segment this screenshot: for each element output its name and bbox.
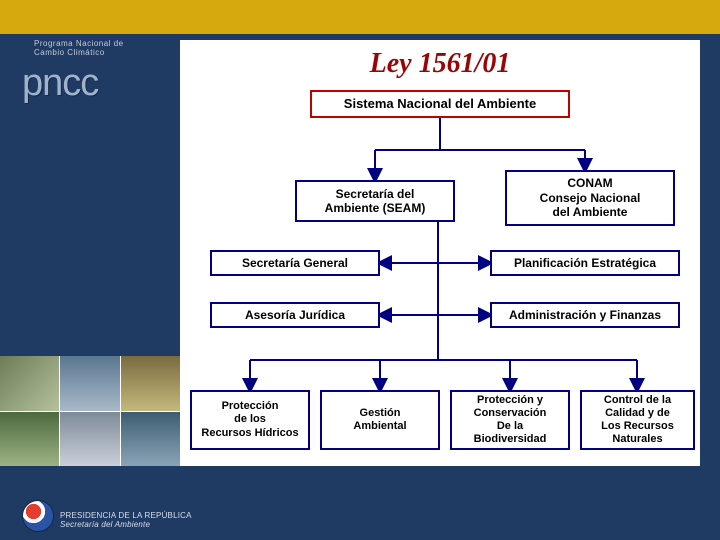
photo-strip [0, 356, 180, 466]
node-admin-fin: Administración y Finanzas [490, 302, 680, 328]
node-seam-label: Secretaría del Ambiente (SEAM) [325, 187, 426, 216]
node-bottom-2: Protección y Conservación De la Biodiver… [450, 390, 570, 450]
pncc-logo-text: pncc [22, 62, 98, 105]
footer-text: PRESIDENCIA DE LA REPÚBLICA Secretaría d… [60, 511, 192, 530]
gold-band [0, 0, 720, 34]
thumb [60, 356, 119, 411]
program-line1: Programa Nacional de [34, 39, 124, 48]
node-bottom-0-label: Protección de los Recursos Hídricos [201, 400, 298, 440]
footer-line1: PRESIDENCIA DE LA REPÚBLICA [60, 511, 192, 520]
node-seam: Secretaría del Ambiente (SEAM) [295, 180, 455, 222]
node-conam-label: CONAM Consejo Nacional del Ambiente [540, 176, 641, 219]
node-conam: CONAM Consejo Nacional del Ambiente [505, 170, 675, 226]
node-bottom-3-label: Control de la Calidad y de Los Recursos … [601, 394, 674, 447]
thumb [121, 412, 180, 467]
node-admin-fin-label: Administración y Finanzas [509, 308, 661, 322]
thumb [121, 356, 180, 411]
diagram-title: Ley 1561/01 [370, 48, 511, 80]
node-root-label: Sistema Nacional del Ambiente [344, 96, 536, 112]
node-root: Sistema Nacional del Ambiente [310, 90, 570, 118]
node-sec-general: Secretaría General [210, 250, 380, 276]
node-asesoria-label: Asesoría Jurídica [245, 308, 345, 322]
node-planificacion: Planificación Estratégica [490, 250, 680, 276]
node-bottom-1-label: Gestión Ambiental [353, 407, 406, 433]
node-bottom-3: Control de la Calidad y de Los Recursos … [580, 390, 695, 450]
node-sec-general-label: Secretaría General [242, 256, 348, 270]
crest-icon [22, 500, 54, 532]
node-asesoria: Asesoría Jurídica [210, 302, 380, 328]
footer-line2: Secretaría del Ambiente [60, 520, 150, 529]
node-bottom-2-label: Protección y Conservación De la Biodiver… [474, 394, 547, 447]
node-bottom-0: Protección de los Recursos Hídricos [190, 390, 310, 450]
footer: PRESIDENCIA DE LA REPÚBLICA Secretaría d… [0, 466, 720, 540]
thumb [0, 412, 59, 467]
node-planificacion-label: Planificación Estratégica [514, 256, 656, 270]
node-bottom-1: Gestión Ambiental [320, 390, 440, 450]
program-line2: Cambio Climático [34, 48, 105, 57]
thumb [60, 412, 119, 467]
slide: Programa Nacional de Cambio Climático pn… [0, 0, 720, 540]
content-panel: Ley 1561/01 [180, 40, 700, 470]
program-label: Programa Nacional de Cambio Climático [34, 40, 124, 58]
thumb [0, 356, 59, 411]
